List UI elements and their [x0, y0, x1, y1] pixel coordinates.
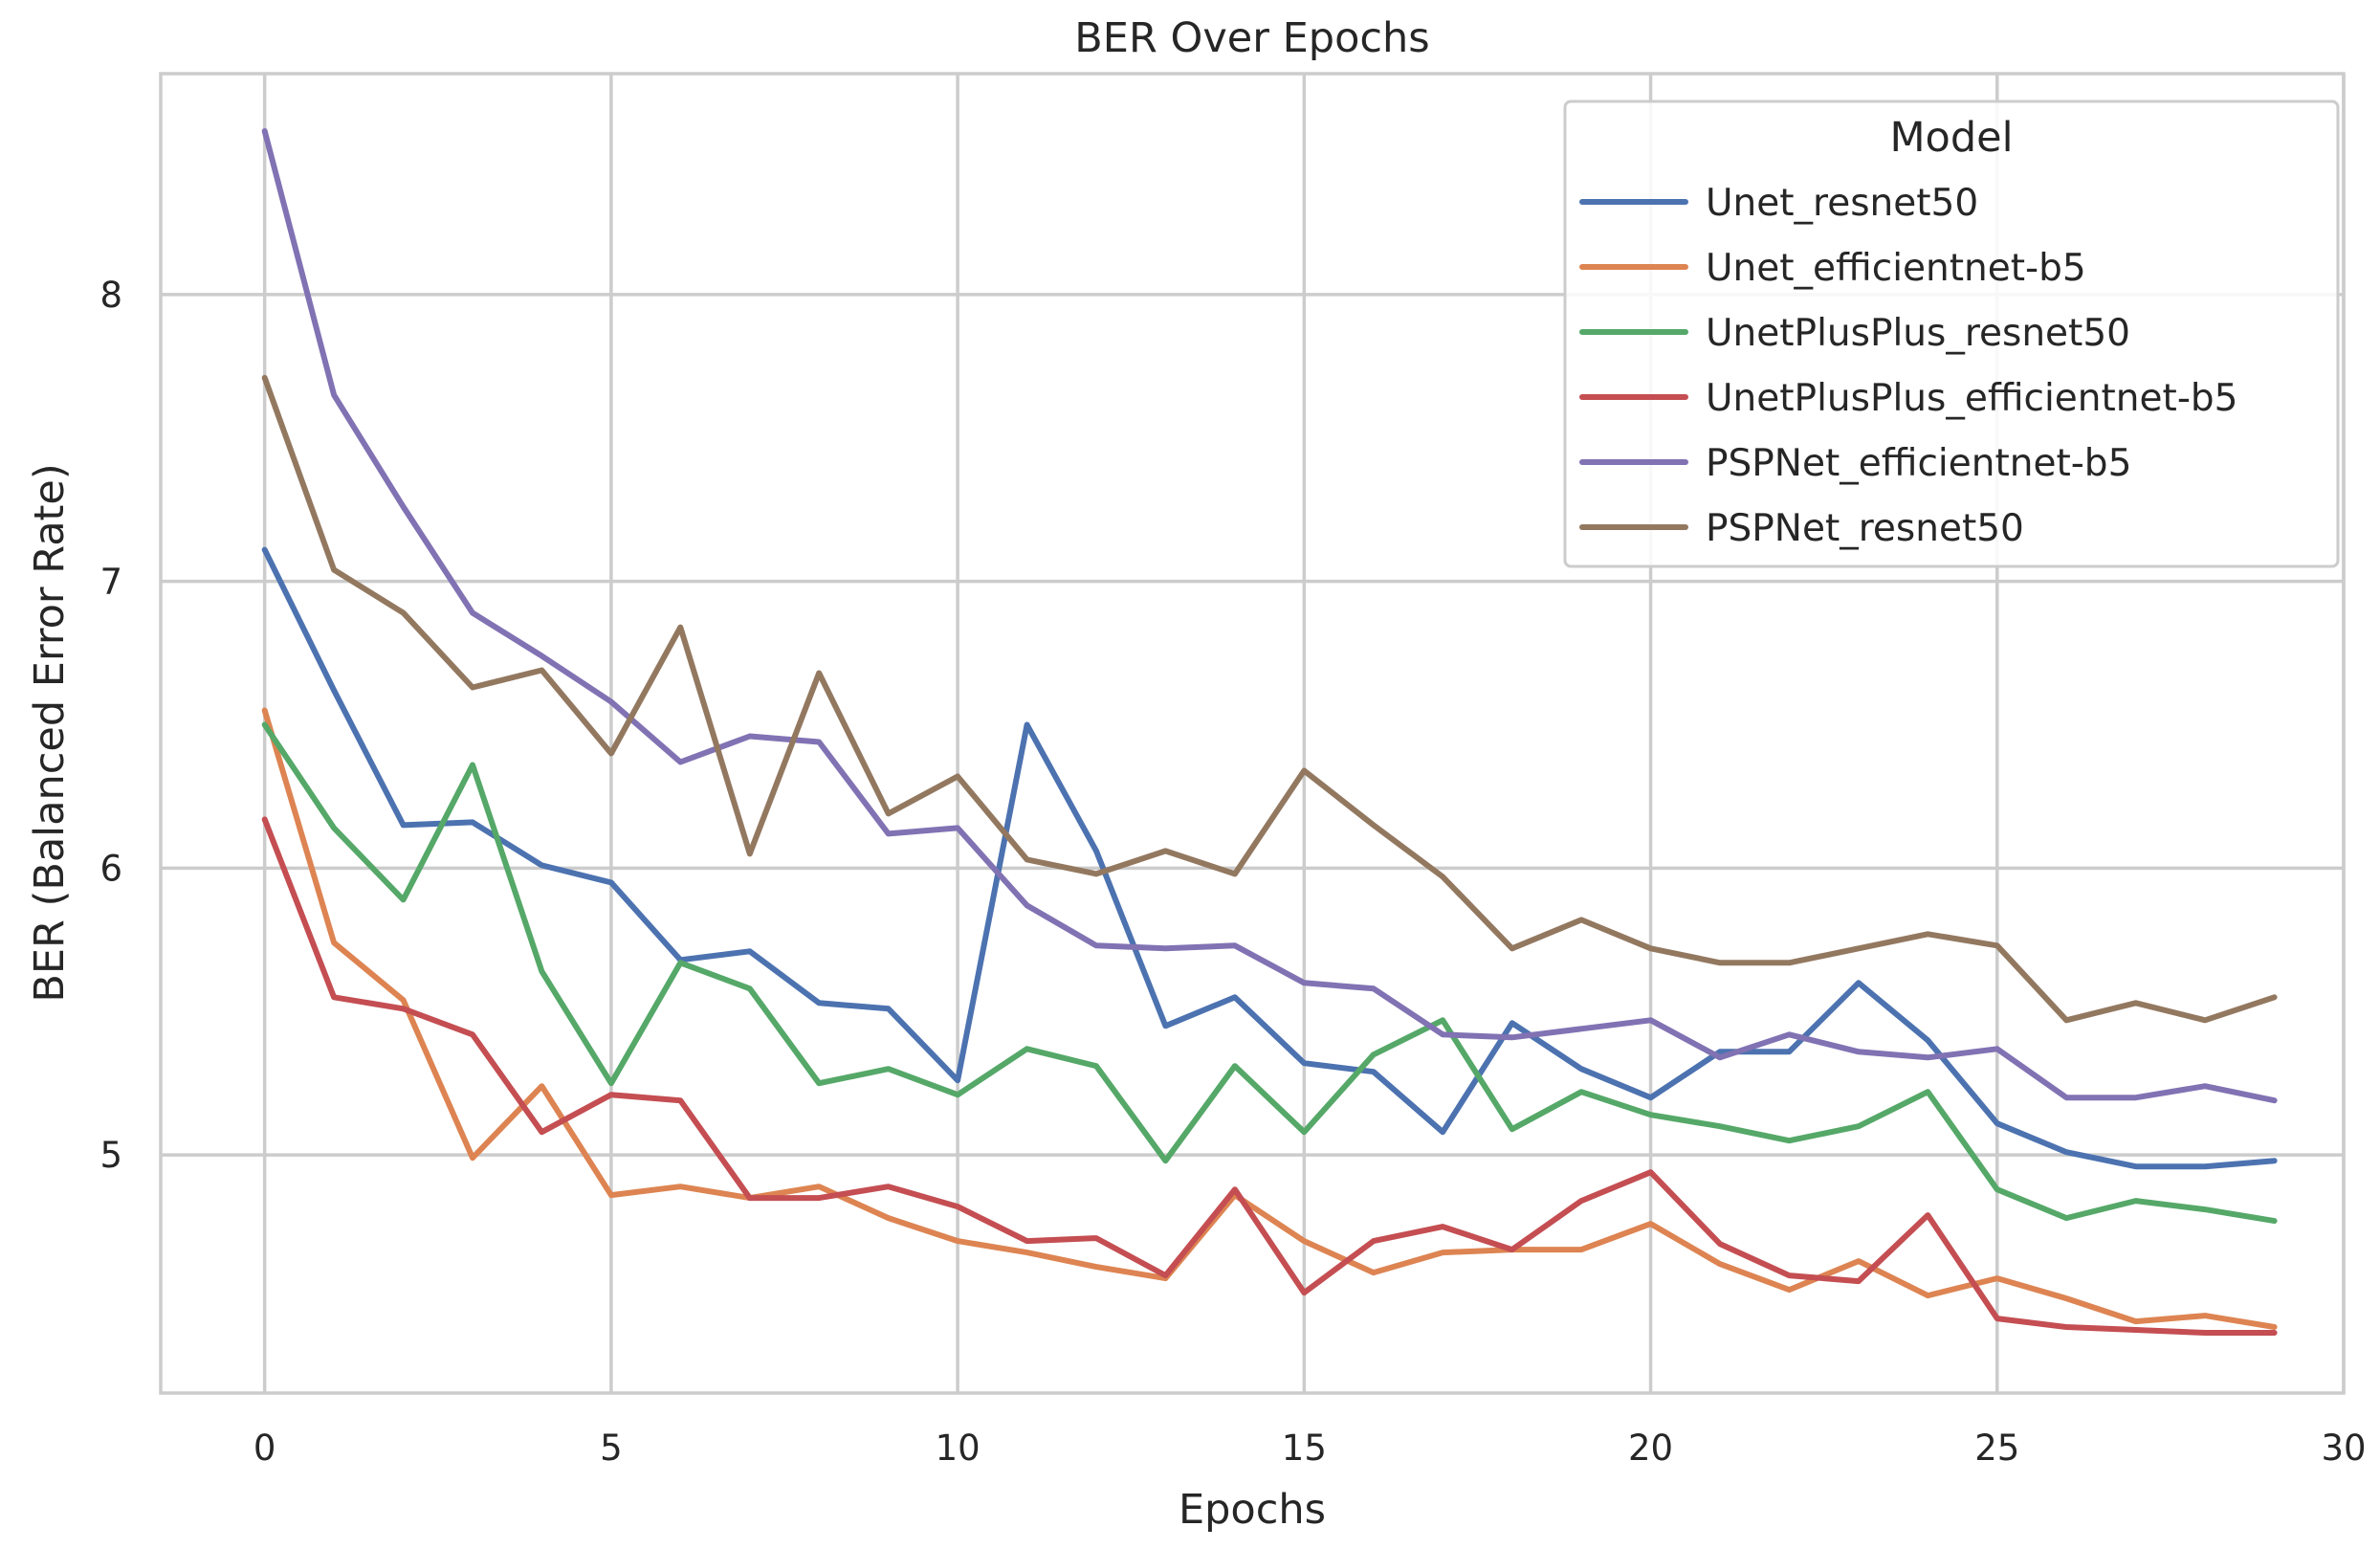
legend-item: PSPNet_resnet50 — [1579, 507, 2024, 550]
x-tick-label: 25 — [1974, 1427, 2019, 1469]
legend-title: Model — [1889, 114, 2013, 162]
legend-label: UnetPlusPlus_efficientnet-b5 — [1706, 377, 2237, 420]
plot-frame — [159, 72, 2346, 1395]
x-tick-label: 5 — [600, 1427, 623, 1469]
y-tick-label: 8 — [99, 275, 122, 316]
legend: Model Unet_resnet50Unet_efficientnet-b5U… — [1563, 100, 2340, 568]
legend-box — [1563, 100, 2340, 568]
series-line-pspnet-efficientnet-b5 — [261, 128, 2278, 1104]
series-line-unet-efficientnet-b5 — [261, 707, 2278, 1330]
legend-item: UnetPlusPlus_resnet50 — [1579, 312, 2130, 355]
chart-title: BER Over Epochs — [1074, 14, 1429, 62]
legend-item: Unet_efficientnet-b5 — [1579, 247, 2086, 290]
legend-label: UnetPlusPlus_resnet50 — [1706, 312, 2130, 355]
series-line-unetplusplus-efficientnet-b5 — [261, 816, 2278, 1336]
legend-item: PSPNet_efficientnet-b5 — [1579, 442, 2131, 485]
legend-item: UnetPlusPlus_efficientnet-b5 — [1579, 377, 2237, 420]
x-tick-label: 10 — [936, 1427, 981, 1469]
legend-label: PSPNet_resnet50 — [1706, 507, 2024, 550]
y-tick-label: 6 — [99, 848, 122, 889]
series-lines — [261, 128, 2278, 1336]
legend-entries: Unet_resnet50 Unet_efficientnet-b5 UnetPlu… — [1579, 182, 2237, 550]
x-tick-label: 20 — [1628, 1427, 1673, 1469]
x-axis-title: Epochs — [1179, 1486, 1326, 1534]
tick-labels: 0 5 10 15 20 25 30 5 6 7 8 — [99, 275, 2366, 1469]
x-tick-label: 0 — [253, 1427, 276, 1469]
legend-label: PSPNet_efficientnet-b5 — [1706, 442, 2131, 485]
y-tick-label: 5 — [99, 1135, 122, 1176]
y-axis-title: BER (Balanced Error Rate) — [26, 463, 74, 1002]
x-tick-label: 15 — [1282, 1427, 1327, 1469]
series-line-unetplusplus-resnet50 — [261, 721, 2278, 1225]
legend-label: Unet_resnet50 — [1706, 182, 1978, 225]
legend-item: Unet_resnet50 — [1579, 182, 1978, 225]
y-tick-label: 7 — [99, 562, 122, 603]
legend-label: Unet_efficientnet-b5 — [1706, 247, 2086, 290]
x-tick-label: 30 — [2321, 1427, 2366, 1469]
series-line-pspnet-resnet50 — [261, 374, 2278, 1024]
